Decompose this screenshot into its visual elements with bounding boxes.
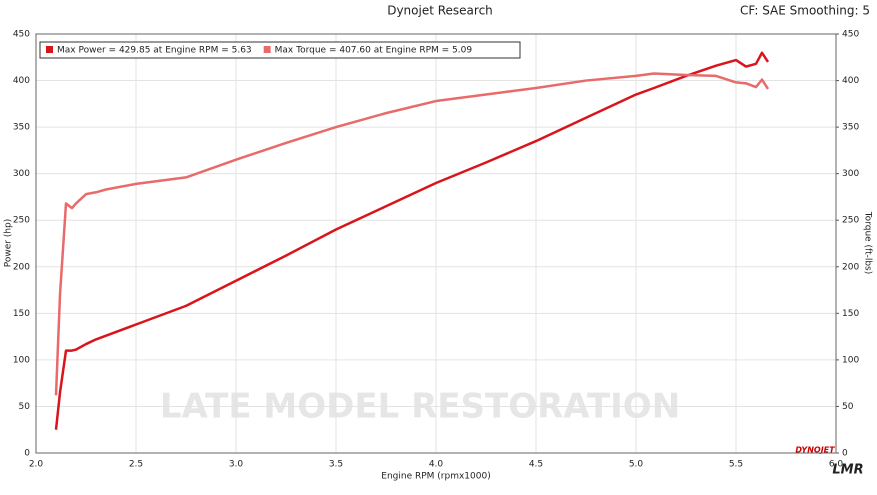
legend-entry: Max Torque = 407.60 at Engine RPM = 5.09 xyxy=(275,46,473,56)
legend-swatch xyxy=(46,46,53,53)
series-line xyxy=(54,72,770,396)
y-tick-label: 100 xyxy=(13,355,30,365)
x-tick-label: 5.0 xyxy=(629,460,644,470)
x-tick-label: 3.0 xyxy=(229,460,244,470)
y-tick-label: 450 xyxy=(13,30,30,40)
y2-axis-label: Torque (ft-lbs) xyxy=(863,211,873,275)
y2-tick-label: 100 xyxy=(842,355,859,365)
y-tick-label: 50 xyxy=(19,402,31,412)
legend-box xyxy=(39,41,521,59)
y-tick-label: 300 xyxy=(13,169,30,179)
brand-logo: DYNOJET xyxy=(795,446,835,455)
x-axis-label: Engine RPM (rpmx1000) xyxy=(381,472,490,482)
y2-tick-label: 200 xyxy=(842,262,859,272)
x-tick-label: 5.5 xyxy=(729,460,743,470)
legend-entry: Max Power = 429.85 at Engine RPM = 5.63 xyxy=(57,46,252,56)
y-tick-label: 0 xyxy=(24,449,30,459)
chart-title: Dynojet Research xyxy=(387,4,493,18)
y2-tick-label: 50 xyxy=(842,402,854,412)
y2-tick-label: 350 xyxy=(842,123,859,133)
chart-subtitle: CF: SAE Smoothing: 5 xyxy=(740,4,870,18)
y-axis-label: Power (hp) xyxy=(4,219,14,268)
x-tick-label: 3.5 xyxy=(329,460,343,470)
x-tick-label: 4.5 xyxy=(529,460,543,470)
y2-tick-label: 400 xyxy=(842,76,859,86)
y-tick-label: 350 xyxy=(13,123,30,133)
series-line xyxy=(54,51,770,430)
x-tick-label: 2.5 xyxy=(129,460,143,470)
y-tick-label: 400 xyxy=(13,76,30,86)
x-tick-label: 6.0 xyxy=(829,460,844,470)
y-tick-label: 200 xyxy=(13,262,30,272)
plot-frame xyxy=(35,33,837,454)
x-tick-label: 4.0 xyxy=(429,460,444,470)
y-tick-label: 250 xyxy=(13,216,30,226)
lmr-logo: LMR xyxy=(832,463,863,478)
y2-tick-label: 450 xyxy=(842,30,859,40)
y2-tick-label: 300 xyxy=(842,169,859,179)
y-tick-label: 150 xyxy=(13,309,30,319)
y2-tick-label: 250 xyxy=(842,216,859,226)
y2-tick-label: 150 xyxy=(842,309,859,319)
y2-tick-label: 0 xyxy=(842,449,848,459)
x-tick-label: 2.0 xyxy=(29,460,44,470)
legend-swatch xyxy=(263,46,271,53)
